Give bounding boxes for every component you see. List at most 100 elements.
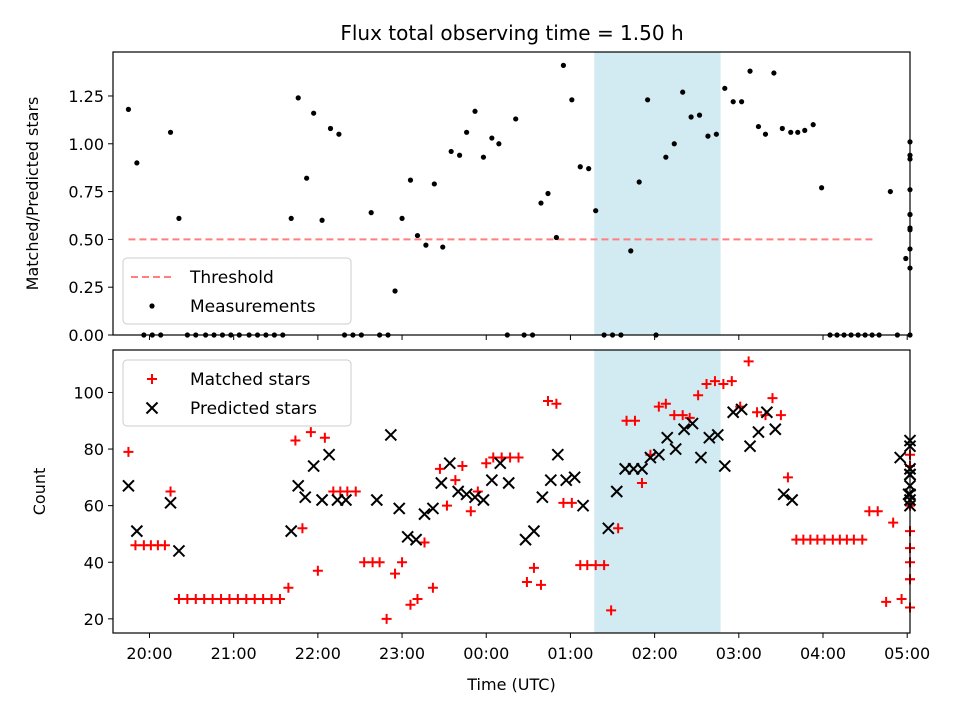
matched-star-point	[621, 415, 632, 426]
matched-star-point	[864, 506, 875, 517]
predicted-star-point	[315, 493, 329, 507]
predicted-star-point	[339, 493, 353, 507]
matched-star-point	[660, 398, 671, 409]
matched-star-point	[182, 594, 193, 605]
predicted-star-point	[307, 459, 320, 473]
measurement-point	[577, 164, 583, 170]
matched-star-point	[701, 378, 712, 389]
y-tick-label: 40	[84, 553, 104, 572]
measurement-point	[423, 242, 429, 248]
predicted-star-point	[652, 448, 666, 461]
measurement-point	[448, 148, 454, 155]
measurement-point	[496, 141, 502, 147]
x-tick-label: 03:00	[716, 644, 762, 663]
predicted-star-point	[322, 448, 336, 461]
predicted-star-point	[284, 524, 298, 538]
matched-star-point	[542, 395, 553, 406]
predicted-star-point	[760, 406, 774, 419]
predicted-star-point	[384, 428, 398, 442]
matched-star-point	[481, 458, 492, 469]
x-tick-label: 23:00	[379, 644, 425, 663]
predicted-star-point	[172, 544, 186, 558]
matched-star-point	[427, 582, 438, 593]
matched-star-point	[405, 599, 416, 610]
predicted-star-point	[544, 473, 557, 487]
y-tick-label: 60	[84, 497, 104, 516]
matched-star-point	[709, 376, 720, 387]
measurement-point	[722, 85, 728, 91]
matched-star-point	[590, 560, 601, 571]
matched-star-point	[381, 613, 392, 624]
matched-star-point	[412, 594, 423, 605]
measurement-point	[671, 141, 677, 147]
matched-star-point	[767, 393, 778, 404]
legend: Matched stars Predicted stars	[122, 359, 352, 427]
legend-label: Threshold	[189, 268, 274, 288]
predicted-star-point	[661, 431, 674, 444]
predicted-star-point	[726, 406, 740, 419]
measurement-point	[513, 116, 519, 122]
legend-measurements-swatch	[149, 303, 155, 309]
matched-star-point	[319, 432, 330, 443]
x-tick-label: 21:00	[211, 644, 257, 663]
measurement-point	[167, 129, 174, 135]
measurement-point	[755, 123, 762, 130]
measurement-point	[327, 125, 334, 132]
matched-star-point	[888, 517, 899, 528]
matched-star-point	[457, 461, 468, 472]
measurement-point	[399, 215, 405, 221]
matched-star-point	[350, 486, 361, 497]
predicted-star-point	[130, 524, 144, 538]
measurement-point	[463, 129, 470, 135]
y-tick-label: 1.00	[68, 135, 104, 154]
matched-star-point	[521, 577, 532, 588]
x-tick-label: 02:00	[632, 644, 678, 663]
predicted-star-point	[409, 533, 423, 546]
measurement-point	[636, 179, 642, 185]
measurement-point	[788, 129, 794, 135]
measurement-point	[663, 154, 669, 160]
matched-star-point	[297, 523, 308, 534]
matched-star-point	[872, 506, 883, 517]
measurement-point	[431, 181, 437, 187]
highlight-span	[594, 52, 721, 335]
y-tick-label: 0.50	[68, 230, 104, 249]
predicted-star-point	[677, 423, 691, 436]
measurement-point	[288, 215, 294, 221]
count-panel: 20:00 21:00 22:00 23:00 00:00 01:00 02:00 03:00…	[30, 349, 930, 694]
legend-predicted-swatch	[145, 401, 159, 415]
x-tick-label: 04:00	[800, 644, 846, 663]
axes-frame	[112, 349, 911, 634]
matched-star-point	[752, 407, 763, 418]
matched-star-point	[613, 523, 624, 534]
highlight-span	[594, 350, 721, 633]
measurement-point	[593, 208, 599, 214]
predicted-star-point	[502, 476, 515, 490]
figure-title: Flux total observing time = 1.50 h	[340, 21, 683, 45]
matched-star-point	[606, 605, 617, 616]
predicted-star-point	[644, 451, 657, 464]
matched-star-point	[896, 594, 907, 605]
y-tick-label: 0.25	[68, 278, 104, 297]
matched-star-point	[312, 565, 323, 576]
matched-star-point	[199, 594, 210, 605]
measurement-point	[705, 133, 711, 139]
predicted-star-point	[711, 428, 724, 442]
measurement-point	[586, 166, 592, 172]
predicted-star-point	[703, 431, 716, 444]
measurement-point	[134, 160, 140, 166]
predicted-star-point	[686, 417, 699, 430]
ratio-panel: 0.00 0.25 0.50 0.75 1.00 1.25 Matched/Predicte…	[23, 51, 913, 345]
matched-star-point	[669, 410, 680, 421]
matched-star-point	[848, 534, 859, 545]
y-tick-label: 0.75	[68, 183, 104, 202]
matched-star-point	[857, 534, 868, 545]
predicted-star-point	[443, 456, 456, 470]
measurement-point	[696, 112, 703, 118]
measurement-point	[903, 255, 909, 262]
measurement-point	[392, 288, 398, 294]
measurement-point	[545, 190, 551, 197]
predicted-star-point	[610, 485, 623, 498]
matched-star-point	[718, 378, 729, 389]
matched-star-point	[390, 568, 401, 579]
